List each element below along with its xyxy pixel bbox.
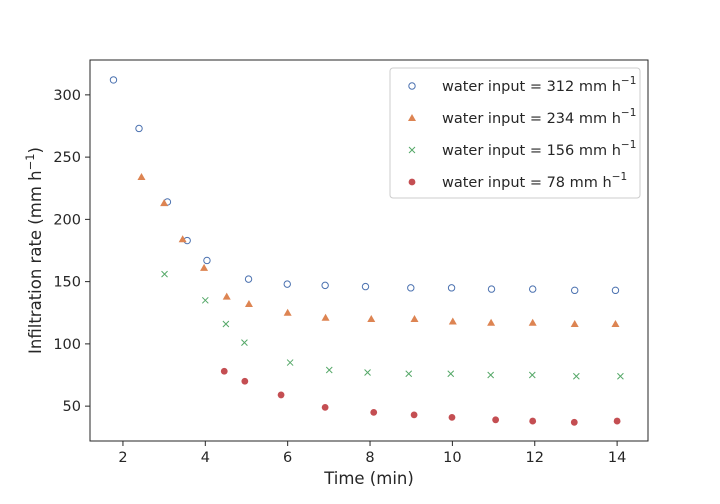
data-point [570,286,579,295]
x-tick-label: 12 [526,450,544,466]
plot-marks [109,76,624,426]
data-point [528,318,537,326]
data-point [283,280,291,288]
data-point [410,314,419,322]
legend-marker [408,82,416,90]
data-point [405,370,413,378]
data-point [611,286,620,295]
data-point [448,413,456,421]
data-point [364,369,371,376]
y-tick-label: 100 [53,337,81,353]
y-axis-label-main: Infiltration rate (mm h [26,170,45,354]
data-point [241,339,248,346]
y-axis-label-exponent: −1 [23,153,37,170]
series-3 [220,367,621,426]
data-point [570,418,578,426]
legend-marker [408,178,416,186]
legend-label: water input = 156 mm h−1 [442,139,636,159]
legend-marker [408,114,416,121]
y-tick-label: 50 [63,399,81,415]
data-point [200,263,209,271]
data-point [244,300,253,308]
data-point [528,285,537,293]
x-tick-label: 2 [118,450,127,466]
data-point [137,173,146,181]
data-point [220,367,228,375]
y-tick-label: 150 [53,275,81,291]
data-point [447,284,456,292]
data-point [244,275,253,283]
legend-label: water input = 78 mm h−1 [442,171,627,191]
data-point [325,366,333,374]
data-point [528,371,536,379]
data-point [203,256,211,265]
y-axis-label-tail: ) [26,147,45,153]
data-point [570,319,579,327]
data-point [487,318,496,326]
data-point [613,417,621,425]
data-point [487,285,496,293]
data-point [222,292,231,300]
x-tick-label: 14 [608,450,626,466]
x-tick-label: 4 [201,450,210,466]
legend-label: water input = 234 mm h−1 [442,107,636,127]
series-1 [137,173,620,327]
data-point [529,417,537,425]
data-point [410,411,418,419]
x-axis-label: Time (min) [323,469,414,488]
data-point [286,359,294,366]
data-point [361,282,370,291]
x-tick-label: 10 [443,450,461,466]
data-point [277,391,285,399]
series-2 [161,270,624,380]
data-point [617,372,624,380]
series-0 [109,76,620,295]
data-point [201,296,209,304]
data-point [321,281,329,290]
plot-frame [89,59,649,442]
x-tick-label: 6 [283,450,292,466]
data-point [109,76,118,84]
data-point [448,317,457,325]
legend-marker [408,146,416,154]
data-point [178,235,187,243]
data-point [492,416,500,424]
y-tick-label: 250 [53,150,81,166]
data-point [161,270,168,278]
data-point [283,308,292,316]
data-point [367,314,376,322]
x-axis-ticks: 2 4 6 8 10 12 14 [118,441,626,466]
data-point [321,403,329,411]
legend: water input = 312 mm h−1 water input = 23… [389,67,641,199]
data-point [487,371,495,379]
y-axis-ticks: 50 100 150 200 250 300 [53,88,90,415]
y-axis-label: Infiltration rate (mm h−1) [23,147,45,354]
data-point [160,199,169,207]
data-point [407,284,415,292]
y-tick-label: 200 [53,212,81,228]
data-point [321,313,330,321]
legend-items: water input = 312 mm h−1 water input = 23… [408,75,636,191]
data-point [447,370,455,378]
legend-box [389,67,641,199]
data-point [241,377,249,385]
x-tick-label: 8 [365,450,374,466]
legend-label: water input = 312 mm h−1 [442,75,636,95]
data-point [135,124,143,133]
data-point [222,320,230,328]
data-point [611,319,620,327]
y-tick-label: 300 [53,88,81,104]
data-point [572,372,580,380]
data-point [370,408,378,416]
